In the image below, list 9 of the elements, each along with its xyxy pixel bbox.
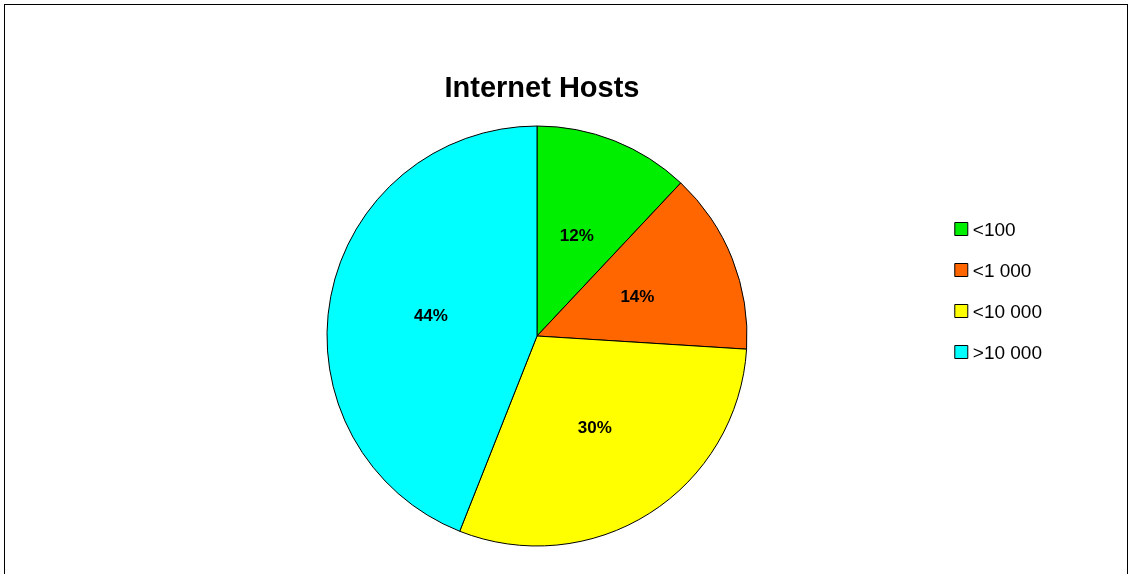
chart-title: Internet Hosts bbox=[444, 70, 640, 103]
legend-label: <100 bbox=[972, 218, 1016, 240]
legend-label: <10 000 bbox=[972, 300, 1043, 322]
data-label: 12% bbox=[559, 226, 594, 246]
data-label: 44% bbox=[413, 306, 448, 326]
legend-label: <1 000 bbox=[972, 259, 1032, 281]
legend-label: >10 000 bbox=[972, 341, 1043, 363]
data-label: 14% bbox=[620, 286, 655, 306]
data-label: 30% bbox=[577, 417, 612, 437]
